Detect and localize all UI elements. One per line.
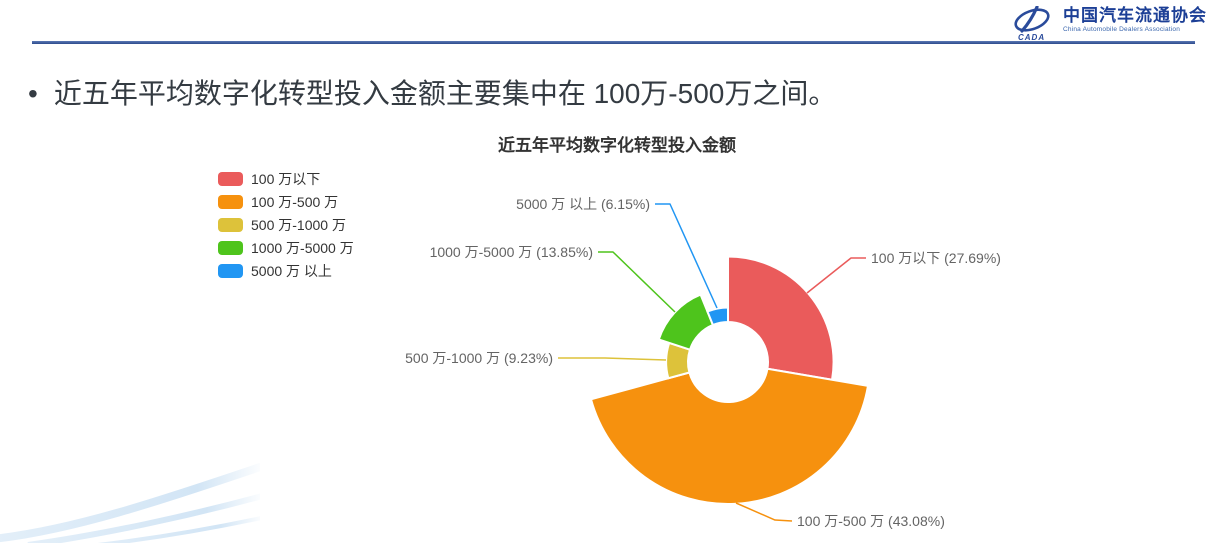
legend-swatch-4 xyxy=(218,264,243,278)
org-name-cn: 中国汽车流通协会 xyxy=(1063,6,1207,25)
org-name-en: China Automobile Dealers Association xyxy=(1063,26,1181,33)
rose-slice-3[interactable] xyxy=(657,293,715,351)
callout-line-2 xyxy=(558,357,667,361)
cada-mark-text: CADA xyxy=(1018,33,1045,42)
legend-swatch-2 xyxy=(218,218,243,232)
chart-legend: 100 万以下 100 万-500 万 500 万-1000 万 1000 万-… xyxy=(218,170,354,279)
callout-label-0: 100 万以下 (27.69%) xyxy=(871,250,1001,266)
callout-label-1: 100 万-500 万 (43.08%) xyxy=(797,513,945,529)
legend-label-4: 5000 万 以上 xyxy=(251,262,332,279)
rose-slice-1[interactable] xyxy=(589,367,870,505)
legend-label-1: 100 万-500 万 xyxy=(251,193,339,210)
callout-label-2: 500 万-1000 万 (9.23%) xyxy=(405,350,553,366)
legend-item-1[interactable]: 100 万-500 万 xyxy=(218,193,354,210)
rose-slice-0[interactable] xyxy=(727,255,835,381)
legend-item-0[interactable]: 100 万以下 xyxy=(218,170,354,187)
bullet-point: • 近五年平均数字化转型投入金额主要集中在 100万-500万之间。 xyxy=(28,76,836,112)
bullet-marker: • xyxy=(28,78,38,109)
legend-label-3: 1000 万-5000 万 xyxy=(251,239,354,256)
callout-label-4: 5000 万 以上 (6.15%) xyxy=(516,196,650,212)
rose-chart: 100 万以下 (27.69%) 100 万-500 万 (43.08%) 50… xyxy=(405,196,1001,529)
callout-line-4 xyxy=(655,203,718,309)
legend-item-2[interactable]: 500 万-1000 万 xyxy=(218,216,354,233)
chart-title: 近五年平均数字化转型投入金额 xyxy=(498,136,736,155)
legend-item-4[interactable]: 5000 万 以上 xyxy=(218,262,354,279)
callout-line-3 xyxy=(598,251,676,313)
header-divider-line xyxy=(32,41,1195,44)
legend-label-2: 500 万-1000 万 xyxy=(251,216,346,233)
legend-label-0: 100 万以下 xyxy=(251,170,321,187)
corner-swoosh-decoration xyxy=(0,462,260,543)
bullet-text: 近五年平均数字化转型投入金额主要集中在 100万-500万之间。 xyxy=(53,78,837,109)
callout-label-3: 1000 万-5000 万 (13.85%) xyxy=(430,244,593,260)
logo-text-block: 中国汽车流通协会 China Automobile Dealers Associ… xyxy=(1063,6,1207,34)
legend-swatch-3 xyxy=(218,241,243,255)
rose-slices-group xyxy=(589,255,870,505)
legend-item-3[interactable]: 1000 万-5000 万 xyxy=(218,239,354,256)
rose-slice-4[interactable] xyxy=(706,306,729,327)
callout-line-1 xyxy=(735,502,793,522)
cada-logo-icon: CADA xyxy=(1014,6,1050,42)
legend-swatch-1 xyxy=(218,195,243,209)
legend-swatch-0 xyxy=(218,172,243,186)
callout-line-0 xyxy=(806,257,866,294)
cada-logo: CADA 中国汽车流通协会 China Automobile Dealers A… xyxy=(1007,6,1207,44)
